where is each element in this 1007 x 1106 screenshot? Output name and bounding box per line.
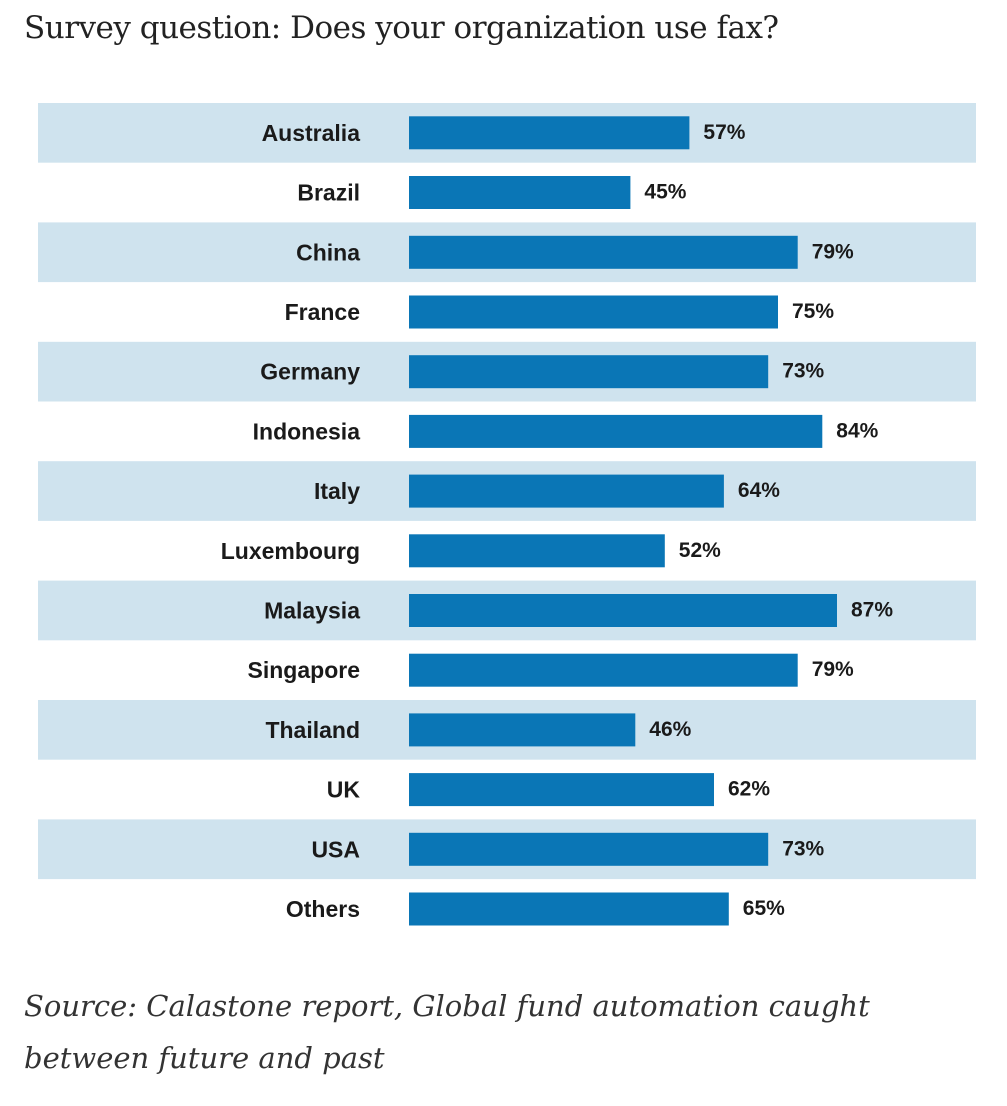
value-label-usa: 73%: [782, 837, 824, 860]
bar-thailand: [409, 713, 636, 747]
bar-germany: [409, 355, 769, 389]
category-label-usa: USA: [311, 836, 360, 862]
value-label-indonesia: 84%: [836, 419, 878, 442]
category-label-italy: Italy: [314, 478, 360, 504]
value-label-luxembourg: 52%: [679, 539, 721, 562]
category-label-singapore: Singapore: [248, 657, 360, 683]
bar-series: [409, 116, 837, 926]
category-label-france: France: [285, 299, 360, 325]
value-label-france: 75%: [792, 300, 834, 323]
category-label-australia: Australia: [262, 120, 361, 146]
value-labels: 57% 45% 79% 75% 73% 84% 64% 52% 87% 79% 46% 62% 73% 6…: [644, 121, 893, 920]
category-label-brazil: Brazil: [297, 180, 360, 206]
bar-usa: [409, 832, 769, 866]
value-label-australia: 57%: [703, 121, 745, 144]
bar-france: [409, 295, 778, 329]
bar-italy: [409, 474, 724, 508]
category-labels: Australia Brazil China France Germany Indones…: [221, 120, 361, 922]
value-label-others: 65%: [743, 897, 785, 920]
category-label-thailand: Thailand: [265, 717, 360, 743]
bar-singapore: [409, 653, 798, 687]
category-label-malaysia: Malaysia: [264, 598, 360, 624]
value-label-uk: 62%: [728, 778, 770, 801]
category-label-luxembourg: Luxembourg: [221, 538, 360, 564]
bar-indonesia: [409, 414, 823, 448]
category-label-indonesia: Indonesia: [253, 418, 361, 444]
bar-others: [409, 892, 729, 926]
value-label-italy: 64%: [738, 479, 780, 502]
bar-malaysia: [409, 594, 837, 627]
category-label-china: China: [296, 239, 360, 265]
category-label-others: Others: [286, 896, 360, 922]
value-label-brazil: 45%: [644, 181, 686, 204]
bar-uk: [409, 773, 714, 807]
bar-chart: Australia Brazil China France Germany Indones…: [38, 103, 976, 926]
value-label-germany: 73%: [782, 360, 824, 383]
category-label-uk: UK: [327, 777, 361, 803]
bar-luxembourg: [409, 534, 665, 568]
value-label-singapore: 79%: [812, 658, 854, 681]
bar-australia: [409, 116, 690, 150]
value-label-thailand: 46%: [649, 718, 691, 741]
chart-title: Survey question: Does your organization …: [24, 10, 779, 46]
category-label-germany: Germany: [260, 359, 360, 385]
value-label-china: 79%: [812, 240, 854, 263]
bar-china: [409, 235, 798, 269]
value-label-malaysia: 87%: [851, 599, 893, 622]
source-caption: Source: Calastone report, Global fund au…: [24, 989, 870, 1075]
bar-brazil: [409, 176, 631, 209]
